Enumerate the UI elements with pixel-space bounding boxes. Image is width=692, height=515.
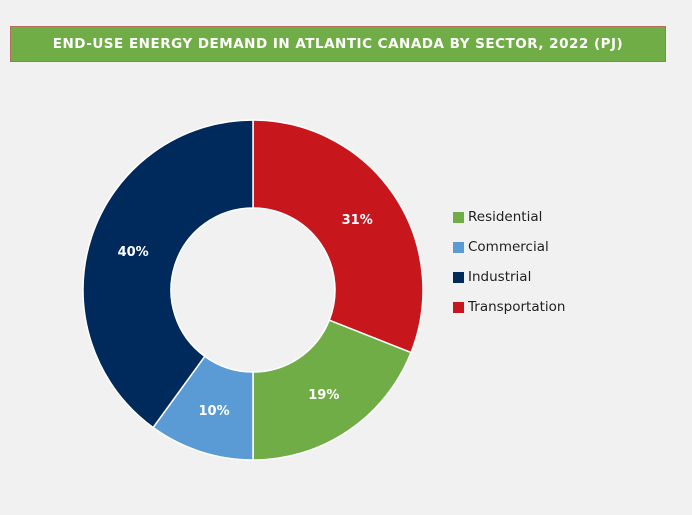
slice-industrial bbox=[82, 119, 254, 429]
chart-title: END-USE ENERGY DEMAND IN ATLANTIC CANADA… bbox=[52, 36, 624, 52]
legend-item-residential: Residential bbox=[453, 202, 565, 232]
legend-item-industrial: Industrial bbox=[453, 262, 565, 292]
legend-swatch-residential bbox=[453, 211, 464, 223]
slice-label-residential: 19% bbox=[308, 388, 339, 403]
slice-label-industrial: 40% bbox=[118, 245, 149, 260]
legend-swatch-transportation bbox=[453, 301, 464, 313]
slice-label-transportation: 31% bbox=[342, 213, 373, 228]
legend-swatch-industrial bbox=[453, 271, 464, 283]
legend-label-commercial: Commercial bbox=[468, 239, 549, 255]
slice-transportation bbox=[252, 119, 424, 354]
legend-label-industrial: Industrial bbox=[468, 269, 532, 285]
slice-label-commercial: 10% bbox=[199, 404, 230, 419]
legend-label-residential: Residential bbox=[468, 209, 543, 225]
legend-item-transportation: Transportation bbox=[453, 292, 565, 322]
chart-legend: Residential Commercial Industrial Transp… bbox=[453, 202, 565, 322]
legend-label-transportation: Transportation bbox=[468, 299, 566, 315]
slice-residential bbox=[252, 319, 413, 461]
chart-title-bar: END-USE ENERGY DEMAND IN ATLANTIC CANADA… bbox=[10, 26, 666, 62]
legend-item-commercial: Commercial bbox=[453, 232, 565, 262]
legend-swatch-commercial bbox=[453, 241, 464, 253]
